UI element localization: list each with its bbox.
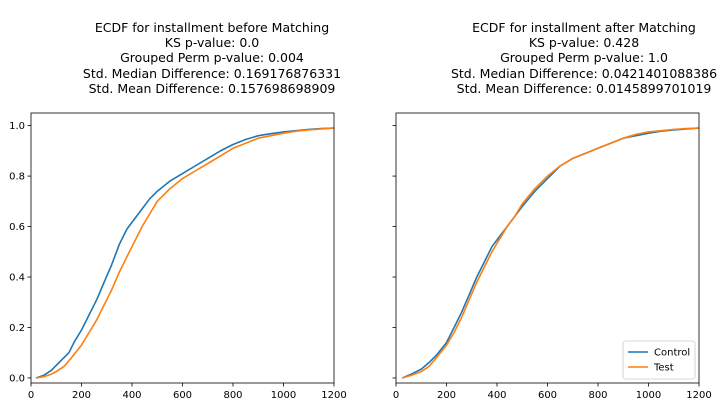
right-x-tick-label: 1200 bbox=[686, 390, 711, 401]
left-chart-title: ECDF for installment before Matching KS … bbox=[42, 20, 382, 96]
right-x-tick-label: 0 bbox=[393, 390, 399, 401]
legend-label-test: Test bbox=[653, 363, 674, 374]
right-title-line: Std. Median Difference: 0.0421401088386 bbox=[450, 65, 718, 81]
left-y-tick-label: 0.8 bbox=[9, 172, 25, 183]
right-title-line: ECDF for installment after Matching bbox=[472, 20, 696, 35]
left-x-tick-label: 200 bbox=[72, 390, 91, 401]
left-x-tick-label: 800 bbox=[223, 390, 242, 401]
left-y-tick-label: 0.4 bbox=[9, 273, 25, 284]
left-title-line: KS p-value: 0.0 bbox=[164, 35, 260, 51]
left-y-tick-label: 0.2 bbox=[9, 323, 25, 334]
left-y-tick-label: 0.6 bbox=[9, 222, 25, 233]
left-y-tick-label: 1.0 bbox=[9, 121, 25, 132]
left-title-line: Std. Mean Difference: 0.157698698909 bbox=[88, 80, 336, 96]
left-title-line: ECDF for installment before Matching bbox=[94, 20, 330, 35]
right-title-line: Std. Mean Difference: 0.0145899701019 bbox=[456, 80, 712, 96]
right-series-control bbox=[401, 127, 700, 379]
right-x-tick-label: 400 bbox=[487, 390, 506, 401]
right-x-tick-label: 1000 bbox=[636, 390, 661, 401]
left-series-test bbox=[35, 127, 335, 379]
left-x-tick-label: 0 bbox=[28, 390, 34, 401]
right-chart-title: ECDF for installment after Matching KS p… bbox=[414, 20, 719, 96]
legend-box bbox=[622, 340, 696, 380]
right-title-line: KS p-value: 0.428 bbox=[528, 35, 640, 51]
right-x-tick-label: 200 bbox=[437, 390, 456, 401]
left-series-control bbox=[35, 127, 335, 379]
left-x-tick-label: 400 bbox=[122, 390, 141, 401]
left-y-tick-label: 0.0 bbox=[9, 373, 25, 384]
left-x-tick-label: 600 bbox=[173, 390, 192, 401]
left-title-line: Grouped Perm p-value: 0.004 bbox=[120, 50, 304, 66]
legend-label-control: Control bbox=[654, 348, 690, 359]
left-x-tick-label: 1200 bbox=[321, 390, 346, 401]
right-title-line: Grouped Perm p-value: 1.0 bbox=[500, 50, 668, 66]
left-title-line: Std. Median Difference: 0.169176876331 bbox=[82, 65, 342, 81]
left-x-tick-label: 1000 bbox=[271, 390, 296, 401]
right-series-test bbox=[402, 127, 700, 379]
right-x-tick-label: 800 bbox=[588, 390, 607, 401]
right-x-tick-label: 600 bbox=[538, 390, 557, 401]
left-axes-frame bbox=[30, 112, 335, 384]
